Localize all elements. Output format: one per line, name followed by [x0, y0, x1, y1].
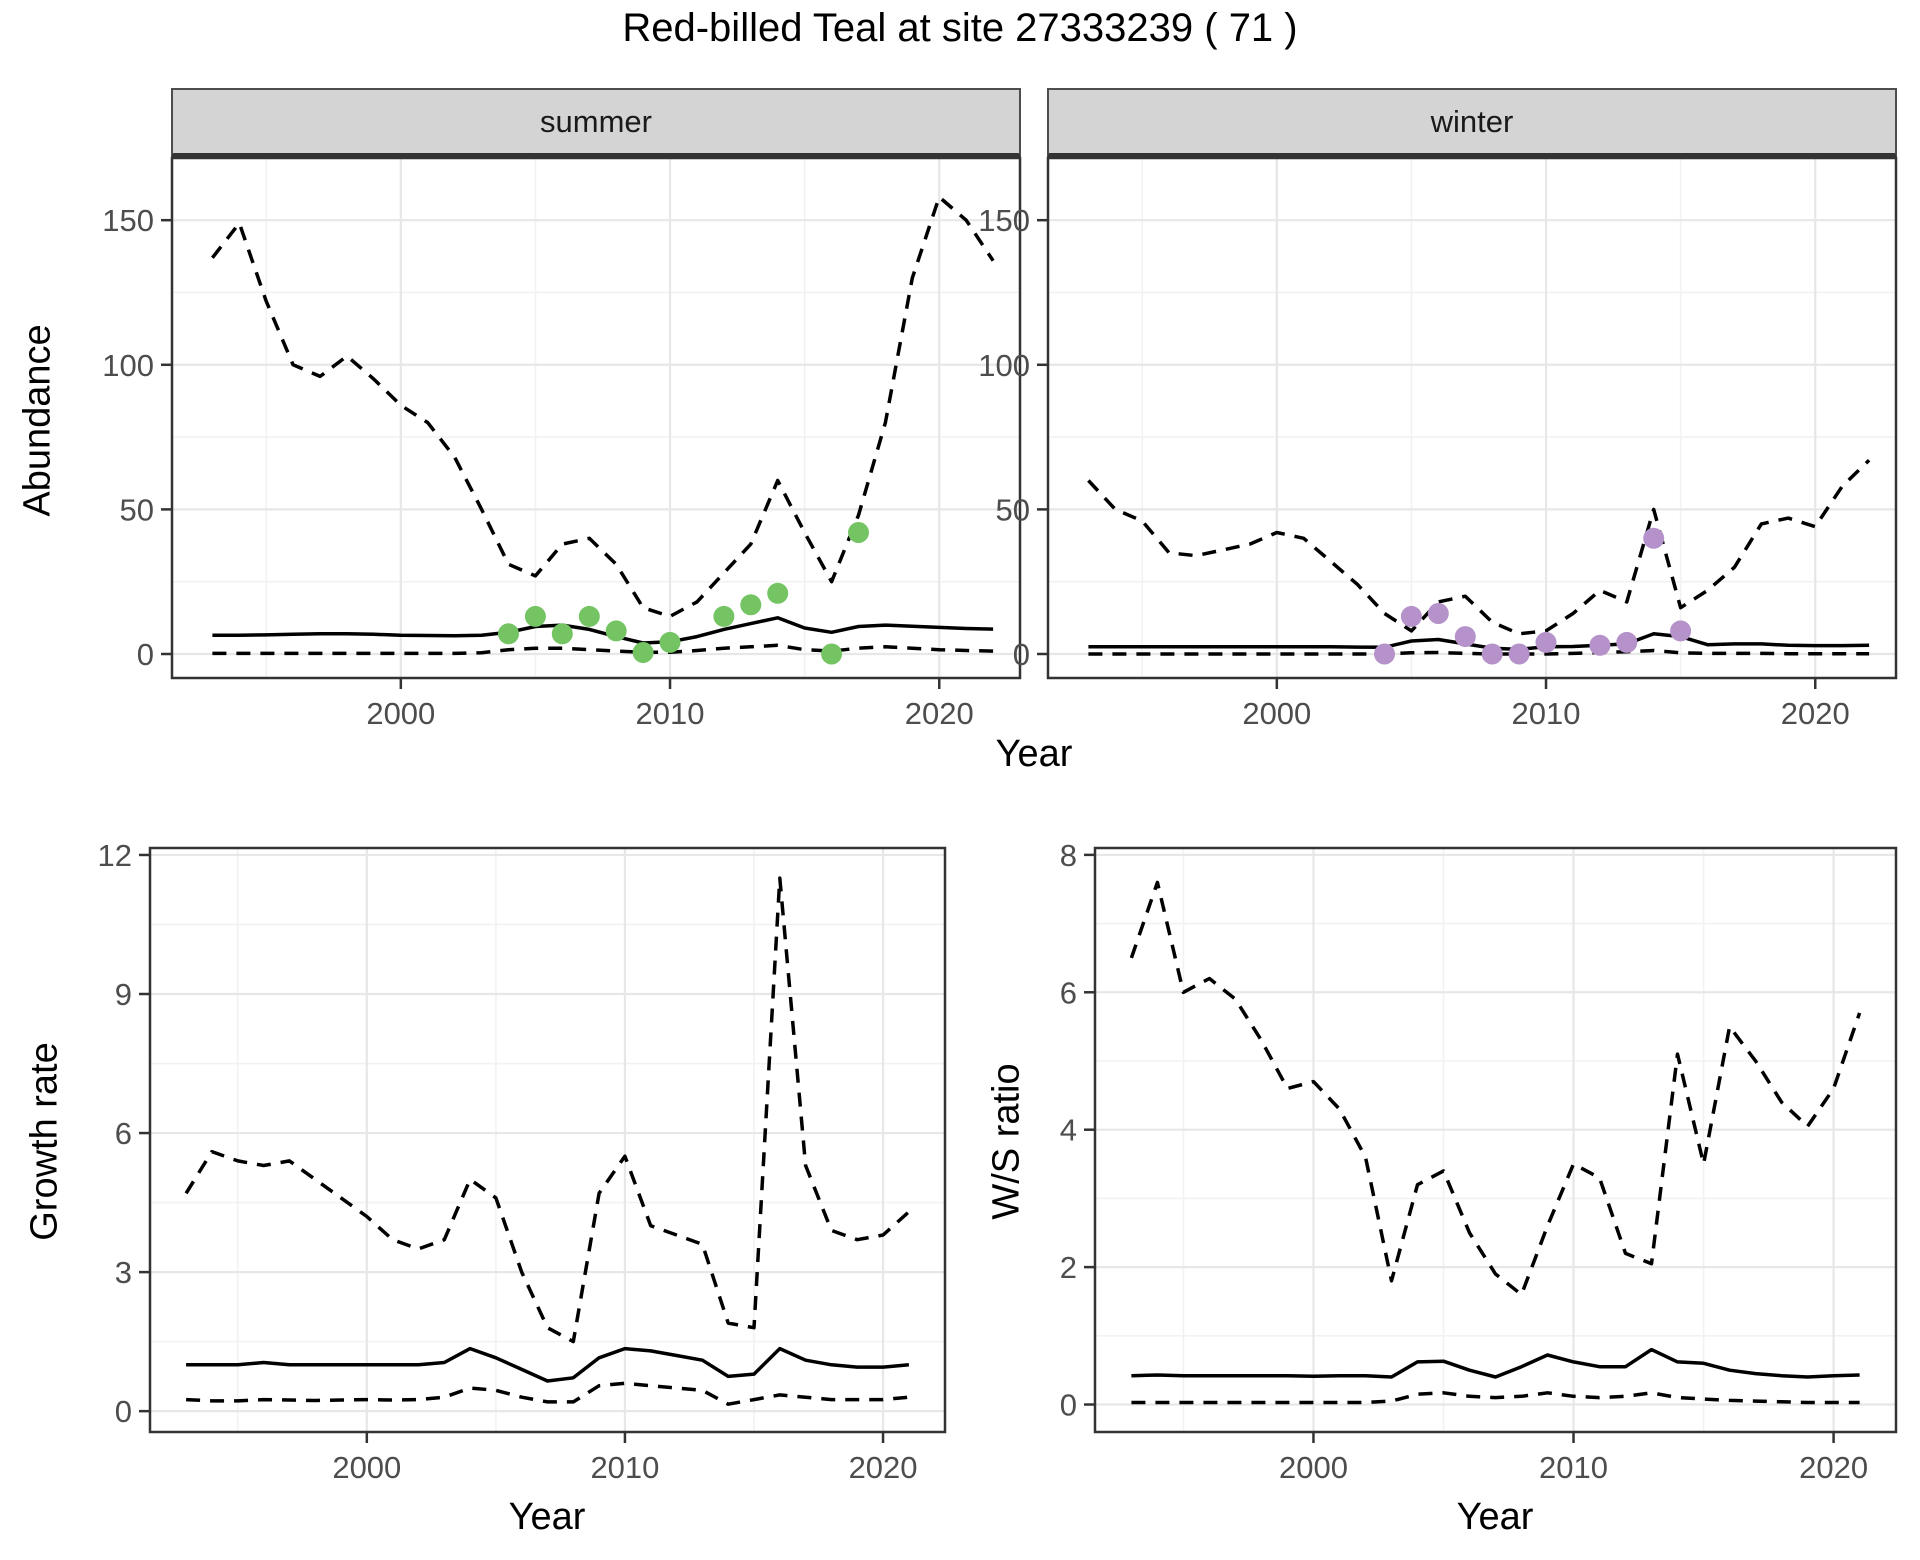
panel-abundance-summer: 2000 2010 2020 0 50 100 150: [102, 156, 1022, 731]
y-tick-label: 100: [102, 348, 154, 383]
data-point: [551, 623, 573, 645]
data-point: [740, 594, 762, 616]
y-tick-label: 12: [98, 838, 132, 873]
x-tick-label: 2020: [1799, 1450, 1868, 1485]
x-tick-label: 2010: [590, 1450, 659, 1485]
y-tick-label: 150: [978, 203, 1030, 238]
series-upper-95ci: [1129, 880, 1862, 1297]
y-axis-title-growth-rate: Growth rate: [23, 1042, 66, 1241]
x-tick-label: 2000: [1279, 1450, 1348, 1485]
data-point: [1400, 605, 1422, 627]
x-axis-title-year-ws: Year: [1456, 1496, 1534, 1538]
x-axis-title-year-growth: Year: [508, 1496, 586, 1538]
data-point: [1616, 631, 1638, 653]
y-tick-label: 3: [115, 1255, 132, 1290]
y-tick-label: 100: [978, 348, 1030, 383]
x-tick-label: 2000: [332, 1450, 401, 1485]
panel-abundance-winter: 2000 2010 2020 0 50 100 150: [978, 156, 1898, 731]
y-tick-label: 50: [996, 492, 1030, 527]
data-point: [498, 623, 519, 645]
chart-title: Red-billed Teal at site 27333239 ( 71 ): [622, 6, 1298, 50]
data-point: [1670, 620, 1692, 642]
data-point: [1454, 626, 1476, 648]
series-median: [212, 616, 994, 645]
data-point: [524, 605, 546, 627]
data-point: [1643, 527, 1665, 549]
series-upper-95ci: [211, 195, 995, 619]
data-point: [713, 605, 735, 627]
x-tick-label: 2010: [636, 696, 705, 731]
data-point: [632, 642, 654, 663]
data-point: [1535, 631, 1557, 653]
y-tick-label: 2: [1060, 1250, 1077, 1285]
observed-count-winter: [1374, 527, 1692, 665]
y-axis-title-ws-ratio: W/S ratio: [985, 1063, 1028, 1220]
y-tick-label: 9: [115, 977, 132, 1012]
data-point: [821, 643, 843, 665]
y-tick-label: 0: [115, 1394, 132, 1429]
series-median: [1131, 1347, 1860, 1379]
x-tick-label: 2020: [849, 1450, 918, 1485]
y-tick-label: 8: [1060, 838, 1077, 873]
x-tick-label: 2020: [1781, 696, 1850, 731]
y-tick-label: 6: [1060, 975, 1077, 1010]
y-tick-label: 150: [102, 203, 154, 238]
series-upper-95ci: [184, 876, 911, 1344]
series-lower-95ci: [1131, 1391, 1860, 1405]
data-point: [1481, 643, 1503, 665]
series-lower-95ci: [186, 1381, 910, 1406]
x-tick-label: 2020: [905, 696, 974, 731]
y-tick-label: 0: [1013, 637, 1030, 672]
data-point: [605, 620, 627, 642]
series-lower-95ci: [1088, 648, 1870, 656]
panel-ws-ratio: 2000 2010 2020 0 2 4 6 8: [1060, 838, 1898, 1485]
y-axis-title-abundance: Abundance: [16, 324, 59, 517]
x-tick-label: 2000: [1242, 696, 1311, 731]
observed-count-summer: [498, 522, 869, 665]
y-tick-label: 0: [137, 637, 154, 672]
data-point: [1508, 643, 1530, 665]
x-axis-title-year-top: Year: [995, 733, 1073, 775]
data-point: [1589, 634, 1611, 656]
facet-label-winter: winter: [1430, 103, 1514, 139]
data-point: [659, 631, 681, 653]
x-tick-label: 2000: [366, 696, 435, 731]
y-tick-label: 0: [1060, 1388, 1077, 1423]
data-point: [578, 605, 600, 627]
y-tick-label: 4: [1060, 1113, 1077, 1148]
x-tick-label: 2010: [1512, 696, 1581, 731]
series-upper-95ci: [1087, 458, 1871, 636]
facet-strip-summer: summer: [171, 88, 1021, 158]
x-tick-label: 2010: [1539, 1450, 1608, 1485]
facet-label-summer: summer: [540, 103, 652, 139]
series-lower-95ci: [212, 643, 994, 656]
data-point: [1427, 603, 1449, 624]
series-median: [1088, 632, 1870, 652]
facet-strip-winter: winter: [1047, 88, 1897, 158]
data-point: [1374, 643, 1395, 665]
y-tick-label: 6: [115, 1116, 132, 1151]
series-median: [186, 1346, 910, 1383]
data-point: [767, 582, 789, 604]
data-point: [848, 522, 869, 543]
y-tick-label: 50: [120, 492, 154, 527]
panel-growth-rate: 2000 2010 2020 0 3 6 9 12: [98, 838, 947, 1485]
